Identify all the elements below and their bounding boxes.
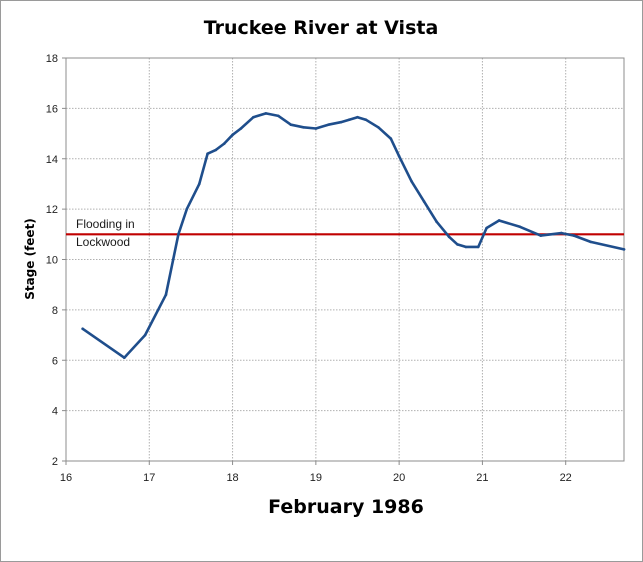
x-tick-label: 17 — [143, 472, 155, 484]
y-tick-label: 18 — [46, 53, 58, 65]
data-point — [560, 231, 563, 235]
data-point — [539, 234, 543, 237]
data-point — [589, 240, 592, 244]
data-point — [435, 220, 438, 224]
data-point — [289, 123, 293, 127]
data-point — [206, 152, 209, 156]
data-point — [122, 356, 126, 360]
data-point — [164, 293, 168, 297]
data-point — [264, 112, 268, 115]
gridlines — [66, 58, 624, 461]
data-point — [185, 207, 189, 211]
data-point — [572, 234, 576, 237]
data-point — [327, 123, 330, 127]
y-tick-label: 12 — [46, 204, 58, 216]
data-point — [518, 225, 522, 229]
data-point — [622, 248, 626, 251]
series-layer — [81, 112, 626, 360]
x-tick-label: 18 — [226, 472, 238, 484]
x-axis-label: February 1986 — [268, 496, 424, 518]
data-point — [447, 235, 451, 239]
data-point — [143, 333, 147, 337]
data-point — [302, 125, 305, 129]
x-axis-ticks: 16 17 18 19 20 21 22 — [60, 461, 572, 484]
data-point — [389, 137, 393, 140]
data-point — [277, 114, 280, 118]
x-tick-label: 21 — [476, 472, 488, 484]
y-axis-ticks: 2 4 6 8 10 12 14 16 18 — [46, 53, 66, 468]
data-point — [231, 133, 234, 137]
x-tick-label: 16 — [60, 472, 72, 484]
y-tick-label: 4 — [52, 406, 58, 418]
y-tick-label: 14 — [46, 154, 58, 166]
data-point — [397, 154, 401, 158]
flood-label-line-2: Lockwood — [76, 235, 130, 249]
data-point — [197, 182, 201, 186]
data-point — [485, 226, 488, 230]
data-point — [377, 125, 380, 129]
y-tick-label: 16 — [46, 103, 58, 115]
data-point — [364, 118, 368, 122]
x-tick-label: 22 — [560, 472, 572, 484]
flood-label-line-1: Flooding in — [76, 217, 135, 231]
data-point — [214, 148, 218, 152]
data-point — [252, 115, 255, 119]
x-tick-label: 20 — [393, 472, 405, 484]
y-tick-label: 2 — [52, 456, 58, 468]
y-tick-label: 10 — [46, 255, 58, 267]
data-point — [476, 245, 480, 249]
y-axis-label: Stage (feet) — [23, 218, 37, 300]
x-tick-label: 19 — [310, 472, 322, 484]
data-point — [347, 118, 351, 122]
data-point — [464, 245, 468, 249]
data-point — [456, 243, 459, 246]
data-point — [422, 200, 426, 203]
data-point — [314, 127, 318, 130]
data-point — [339, 120, 343, 124]
y-tick-label: 6 — [52, 355, 58, 367]
series-line — [81, 112, 626, 360]
data-point — [239, 127, 243, 130]
data-point — [222, 142, 226, 145]
data-point — [410, 180, 413, 183]
data-point — [356, 115, 359, 119]
data-point — [81, 327, 84, 331]
data-point — [497, 219, 501, 222]
y-tick-label: 8 — [52, 305, 58, 317]
chart-title: Truckee River at Vista — [204, 17, 439, 39]
data-point — [177, 233, 180, 236]
